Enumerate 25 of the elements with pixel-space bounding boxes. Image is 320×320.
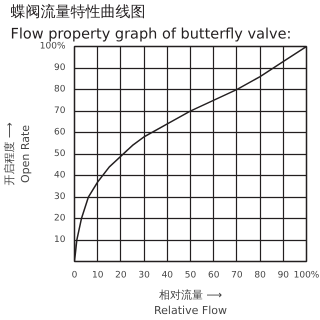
x-tick-label: 50 <box>184 270 196 280</box>
y-tick-label: 50 <box>54 149 66 159</box>
chart-subtitle: Flow property graph of butterfly valve: <box>10 26 292 42</box>
x-tick-label: 60 <box>208 270 220 280</box>
y-tick-label: 20 <box>54 214 66 224</box>
y-axis-title: 开启程度 ⟶ Open Rate <box>3 122 32 186</box>
y-tick-label: 80 <box>54 84 66 94</box>
x-tick-label: 90 <box>278 270 290 280</box>
x-axis-title: 相对流量 ⟶ Relative Flow <box>154 288 227 318</box>
x-tick-label: 0 <box>72 270 78 280</box>
x-tick-label: 40 <box>162 270 174 280</box>
x-tick-label: 10 <box>92 270 104 280</box>
y-tick-label: 40 <box>54 170 66 180</box>
y-tick-label: 30 <box>54 192 66 202</box>
y-tick-label: 100% <box>40 42 66 52</box>
chart-title: 蝶阀流量特性曲线图 <box>10 2 146 20</box>
y-tick-label: 10 <box>54 235 66 245</box>
x-tick-label: 100% <box>294 270 320 280</box>
x-tick-label: 30 <box>138 270 150 280</box>
y-tick-label: 90 <box>54 63 66 73</box>
x-tick-label: 70 <box>231 270 243 280</box>
y-tick-label: 60 <box>54 128 66 138</box>
x-tick-label: 20 <box>115 270 127 280</box>
x-tick-label: 80 <box>254 270 266 280</box>
y-tick-label: 70 <box>54 106 66 116</box>
